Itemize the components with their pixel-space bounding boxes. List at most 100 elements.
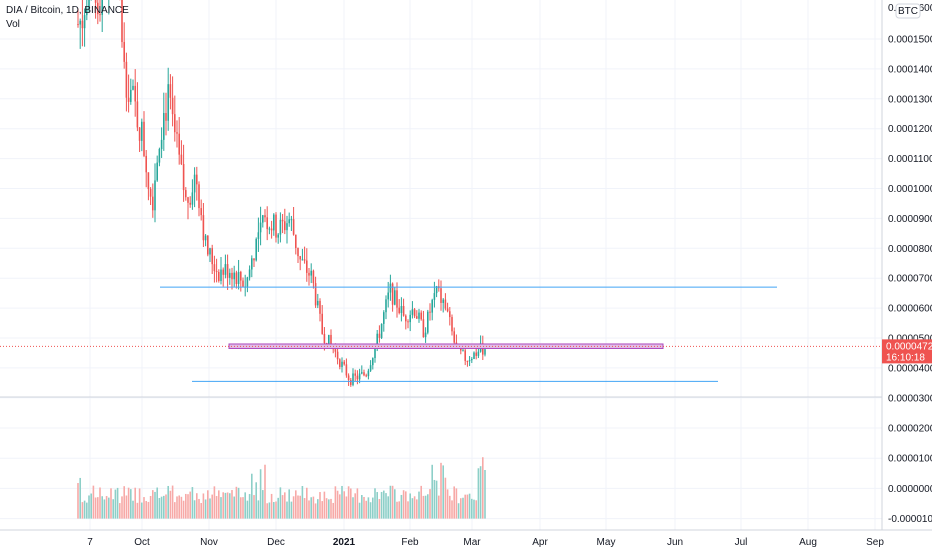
volume-bar: [116, 487, 119, 519]
volume-bar: [264, 464, 266, 519]
volume-bar: [112, 499, 114, 519]
volume-bar: [402, 490, 405, 519]
candle-body: [237, 271, 240, 284]
volume-bar: [178, 495, 180, 519]
volume-bar: [317, 499, 319, 519]
volume-bar: [391, 485, 394, 519]
candle-body: [154, 180, 156, 211]
candle-body: [420, 312, 422, 320]
volume-bar: [279, 487, 282, 519]
volume-bar: [246, 500, 249, 519]
volume-bar: [303, 498, 306, 519]
volume-bar: [158, 497, 161, 519]
volume-bar: [416, 499, 418, 519]
candle-body: [136, 101, 139, 128]
candle-body: [352, 373, 354, 385]
candle-body: [268, 228, 271, 230]
volume-bar: [284, 492, 286, 519]
volume-bar: [97, 497, 99, 519]
candle-body: [160, 139, 163, 150]
volume-bar: [136, 502, 139, 519]
candle-body: [277, 234, 279, 238]
candle-body: [185, 190, 187, 198]
candle-body: [471, 358, 473, 361]
price-tick-label: 0.0001500: [888, 35, 932, 46]
price-tick-label: 0.0001100: [888, 154, 932, 165]
volume-bar: [431, 464, 433, 519]
candle-body: [347, 375, 350, 381]
volume-bar: [482, 457, 484, 519]
candle-body: [251, 258, 253, 270]
candle-body: [145, 155, 147, 173]
candle-body: [466, 360, 469, 362]
candle-body: [407, 321, 409, 323]
volume-bar: [92, 485, 95, 519]
candle-body: [134, 85, 136, 102]
candle-body: [88, 0, 90, 10]
volume-bar: [79, 477, 81, 519]
volume-bar: [354, 493, 356, 519]
volume-bar: [229, 493, 231, 519]
candle-body: [385, 299, 387, 313]
candle-body: [339, 359, 341, 367]
volume-bar: [462, 497, 464, 519]
volume-bar: [398, 501, 400, 519]
volume-tick-label: -0.0000100: [888, 514, 932, 525]
volume-bar: [444, 477, 447, 519]
volume-bar: [292, 496, 295, 519]
candle-body: [275, 214, 277, 238]
volume-bar: [204, 499, 207, 519]
candle-body: [99, 14, 101, 16]
candle-body: [233, 272, 235, 280]
volume-bar: [141, 502, 143, 519]
volume-bar: [328, 499, 330, 519]
volume-bar: [363, 496, 365, 519]
candle-body: [209, 248, 211, 255]
candle-body: [204, 235, 207, 241]
candle-body: [312, 270, 315, 284]
volume-bar: [440, 462, 442, 519]
volume-bar: [240, 497, 242, 519]
volume-bar: [427, 494, 429, 519]
volume-bar: [101, 496, 103, 519]
candle-body: [213, 264, 216, 272]
candle-body: [171, 97, 174, 115]
volume-bar: [330, 498, 332, 519]
volume-bar: [108, 497, 110, 519]
volume-bar: [90, 493, 92, 519]
volume-bar: [119, 503, 121, 519]
volume-bar: [418, 491, 420, 519]
candle-body: [413, 309, 416, 317]
candle-body: [376, 333, 378, 347]
candle-body: [473, 352, 475, 359]
volume-bar: [367, 497, 370, 519]
candle-body: [288, 219, 290, 224]
price-tick-label: 0.0001000: [888, 184, 932, 195]
currency-badge[interactable]: BTC: [895, 3, 921, 19]
candle-body: [308, 272, 310, 276]
volume-bar: [242, 497, 244, 519]
price-tag-bg: [882, 339, 932, 364]
volume-bar: [383, 490, 385, 519]
volume-bar: [477, 468, 480, 519]
candle-body: [462, 350, 464, 352]
candle-body: [165, 113, 167, 121]
volume-bar: [182, 500, 185, 519]
volume-bar: [176, 496, 178, 519]
candle-body: [321, 313, 323, 334]
volume-bar: [288, 489, 290, 519]
candle-body: [246, 277, 249, 287]
candle-body: [235, 272, 238, 284]
volume-bar: [226, 492, 229, 519]
bar-countdown: 16:10:18: [886, 352, 925, 363]
candle-body: [389, 283, 392, 293]
candle-body: [334, 349, 337, 352]
volume-bar: [257, 500, 260, 519]
candle-body: [290, 219, 293, 221]
candle-body: [240, 271, 242, 281]
time-tick-label: Dec: [267, 537, 285, 548]
volume-bar: [374, 488, 376, 519]
candle-body: [273, 214, 275, 231]
